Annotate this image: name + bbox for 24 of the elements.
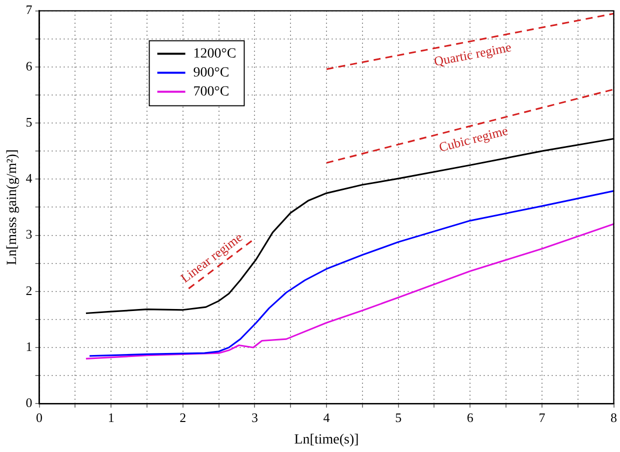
y-tick-label: 3 <box>26 226 32 242</box>
x-axis-title: Ln[time(s)] <box>294 432 359 448</box>
x-tick-label: 4 <box>323 410 330 425</box>
y-tick-label: 0 <box>26 395 32 410</box>
y-tick-label: 6 <box>26 58 33 74</box>
y-tick-label: 4 <box>26 170 33 186</box>
x-tick-label: 0 <box>36 410 43 425</box>
annotation: Quartic regime <box>432 39 513 69</box>
legend-label: 700°C <box>193 84 230 100</box>
x-tick-label: 7 <box>538 410 546 425</box>
legend-label: 900°C <box>193 65 230 80</box>
x-tick-label: 3 <box>251 410 258 425</box>
x-tick-label: 6 <box>466 410 474 425</box>
x-tick-label: 5 <box>395 410 402 425</box>
annotation: Cubic regime <box>437 122 510 155</box>
y-tick-label: 7 <box>26 2 33 18</box>
x-tick-label: 8 <box>610 410 617 425</box>
y-axis-title: Ln[mass gain(g/m²)] <box>5 149 20 266</box>
x-tick-label: 1 <box>108 410 114 425</box>
y-tick-label: 1 <box>26 338 32 354</box>
x-tick-label: 2 <box>180 410 186 425</box>
y-tick-label: 2 <box>26 282 32 298</box>
y-tick-label: 5 <box>26 114 32 130</box>
legend-label: 1200°C <box>193 46 236 62</box>
